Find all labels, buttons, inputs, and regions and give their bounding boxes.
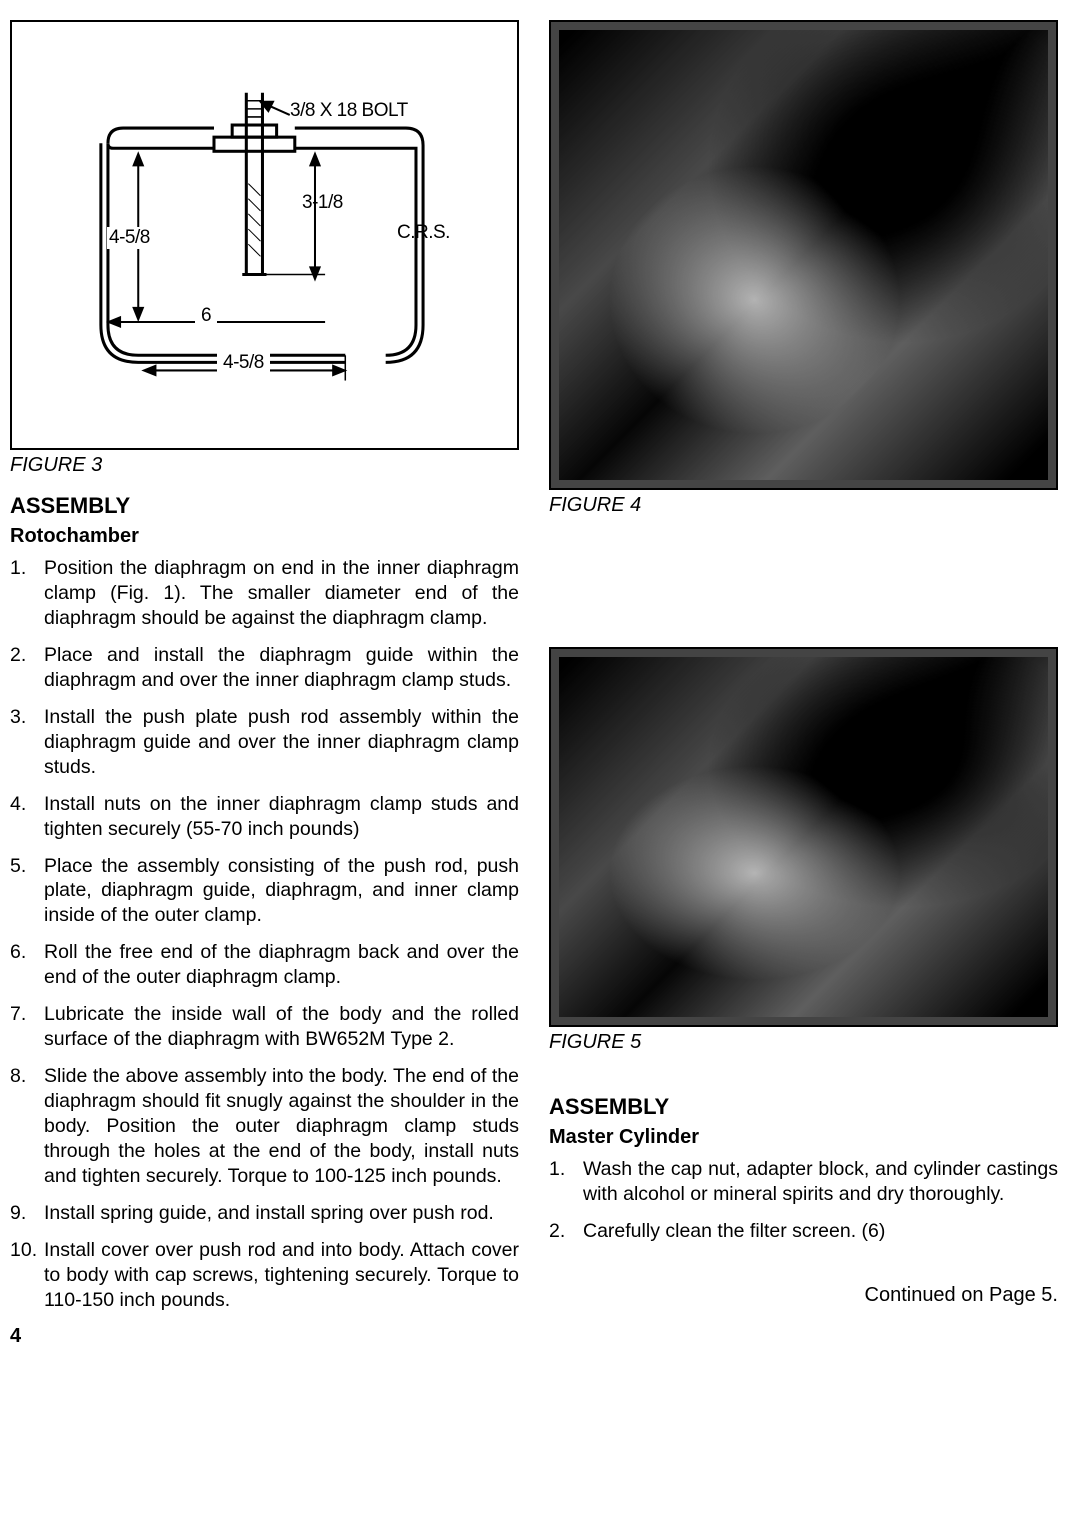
figure-3-diagram: 3/8 X 18 BOLT 3-1/8 4-5/8 C.R.S. 6 4-5/8	[10, 20, 519, 450]
label-dim-left: 4-5/8	[107, 227, 152, 249]
step-4: Install nuts on the inner diaphragm clam…	[10, 792, 519, 842]
label-dim-bottom: 4-5/8	[217, 352, 270, 374]
left-column: 3/8 X 18 BOLT 3-1/8 4-5/8 C.R.S. 6 4-5/8…	[10, 20, 519, 1348]
label-dim1: 3-1/8	[302, 192, 343, 214]
rotochamber-steps: Position the diaphragm on end in the inn…	[10, 556, 519, 1313]
mc-step-1: Wash the cap nut, adapter block, and cyl…	[549, 1157, 1058, 1207]
figure-4-image	[559, 30, 1048, 480]
master-cylinder-heading: Master Cylinder	[549, 1126, 1058, 1149]
figure-4-photo	[549, 20, 1058, 490]
master-cylinder-steps: Wash the cap nut, adapter block, and cyl…	[549, 1157, 1058, 1244]
right-column: FIGURE 4 FIGURE 5 ASSEMBLY Master Cylind…	[549, 20, 1058, 1348]
continued-text: Continued on Page 5.	[549, 1284, 1058, 1307]
label-crs: C.R.S.	[397, 222, 450, 244]
figure-4-caption: FIGURE 4	[549, 494, 1058, 517]
label-bolt: 3/8 X 18 BOLT	[290, 100, 408, 122]
label-dim-mid: 6	[195, 305, 217, 327]
figure-5-image	[559, 657, 1048, 1017]
assembly-heading-left: ASSEMBLY	[10, 493, 519, 519]
step-3: Install the push plate push rod assembly…	[10, 705, 519, 780]
step-2: Place and install the diaphragm guide wi…	[10, 643, 519, 693]
step-7: Lubricate the inside wall of the body an…	[10, 1002, 519, 1052]
figure-5-caption: FIGURE 5	[549, 1031, 1058, 1054]
rotochamber-heading: Rotochamber	[10, 525, 519, 548]
step-6: Roll the free end of the diaphragm back …	[10, 940, 519, 990]
figure-3-caption: FIGURE 3	[10, 454, 519, 477]
assembly-heading-right: ASSEMBLY	[549, 1094, 1058, 1120]
step-9: Install spring guide, and install spring…	[10, 1201, 519, 1226]
step-1: Position the diaphragm on end in the inn…	[10, 556, 519, 631]
step-8: Slide the above assembly into the body. …	[10, 1064, 519, 1189]
page-content: 3/8 X 18 BOLT 3-1/8 4-5/8 C.R.S. 6 4-5/8…	[10, 20, 1058, 1348]
step-5: Place the assembly consisting of the pus…	[10, 854, 519, 929]
page-number: 4	[10, 1325, 519, 1348]
step-10: Install cover over push rod and into bod…	[10, 1238, 519, 1313]
mc-step-2: Carefully clean the filter screen. (6)	[549, 1219, 1058, 1244]
figure-5-photo	[549, 647, 1058, 1027]
